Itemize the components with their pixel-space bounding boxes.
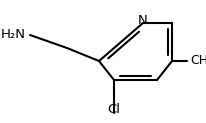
Text: H₂N: H₂N: [1, 29, 26, 41]
Text: N: N: [138, 14, 148, 27]
Text: Cl: Cl: [108, 103, 121, 116]
Text: CH₃: CH₃: [190, 54, 206, 68]
